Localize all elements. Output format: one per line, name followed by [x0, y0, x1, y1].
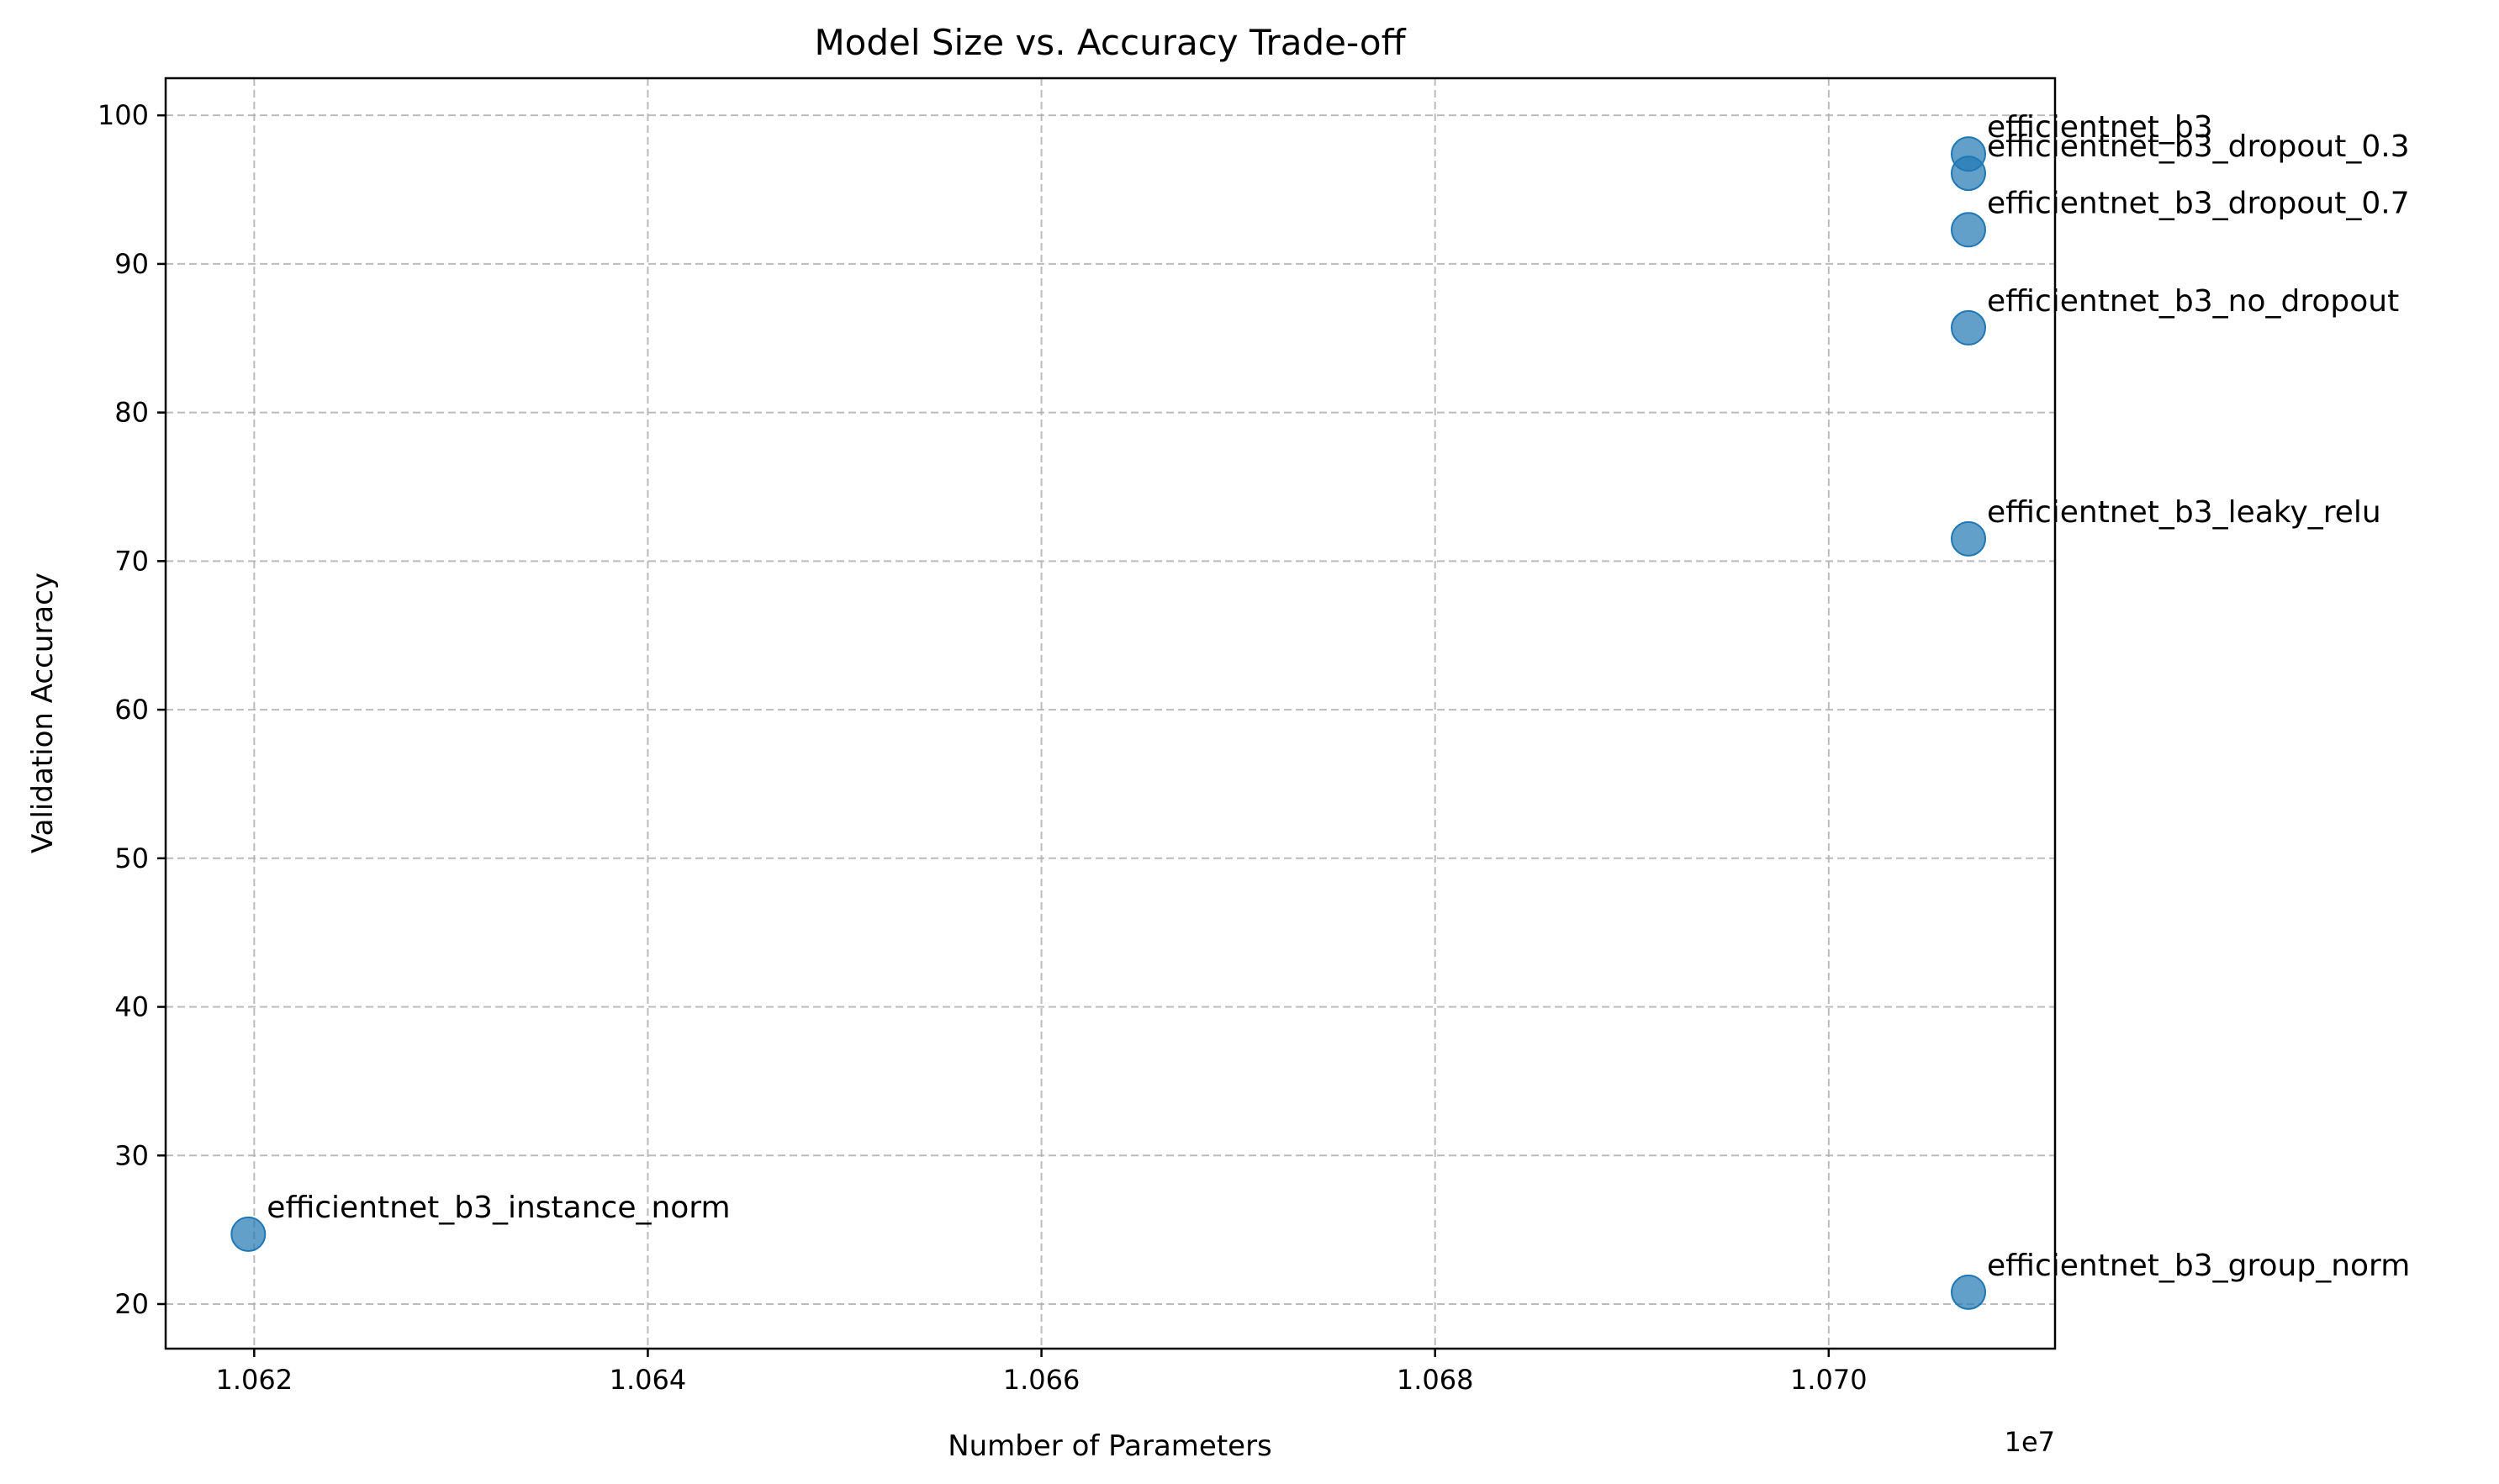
y-tick-label: 40 — [114, 991, 149, 1023]
chart-title: Model Size vs. Accuracy Trade-off — [814, 22, 1406, 63]
y-tick-label: 80 — [114, 397, 149, 429]
y-tick-label: 90 — [114, 248, 149, 280]
data-point — [1951, 156, 1987, 192]
x-tick-label: 1.066 — [1003, 1364, 1080, 1396]
point-label: efficientnet_b3_instance_norm — [267, 1191, 730, 1225]
y-tick-label: 60 — [114, 694, 149, 726]
data-points — [230, 136, 1987, 1310]
data-point — [1951, 309, 1987, 346]
x-tick-label: 1.062 — [216, 1364, 293, 1396]
y-tick-label: 30 — [114, 1139, 149, 1171]
y-tick-label: 20 — [114, 1288, 149, 1320]
data-point — [1951, 212, 1987, 248]
grid-lines — [166, 78, 2055, 1349]
point-label: efficientnet_b3_no_dropout — [1987, 284, 2399, 319]
x-tick-label: 1.068 — [1397, 1364, 1474, 1396]
point-label: efficientnet_b3_group_norm — [1987, 1249, 2410, 1283]
axis-ticks: 1.062 1.064 1.066 1.068 1.070 20 30 40 50 60 70 80 9… — [98, 99, 1868, 1396]
point-label: efficientnet_b3_leaky_relu — [1987, 495, 2381, 530]
x-axis-offset-label: 1e7 — [2005, 1426, 2055, 1458]
y-tick-label: 50 — [114, 842, 149, 874]
point-label: efficientnet_b3_dropout_0.3 — [1987, 129, 2410, 164]
y-tick-label: 70 — [114, 545, 149, 577]
data-point — [230, 1216, 267, 1252]
point-labels: efficientnet_b3efficientnet_b3_dropout_0… — [267, 110, 2410, 1283]
x-tick-label: 1.070 — [1790, 1364, 1868, 1396]
point-label: efficientnet_b3_dropout_0.7 — [1987, 186, 2410, 220]
y-axis-label: Validation Accuracy — [26, 573, 60, 853]
x-tick-label: 1.064 — [610, 1364, 687, 1396]
x-axis-label: Number of Parameters — [948, 1429, 1272, 1463]
data-point — [1951, 1274, 1987, 1310]
point-label: efficientnet_b3 — [1987, 110, 2213, 145]
y-tick-label: 100 — [98, 99, 149, 131]
data-point — [1951, 520, 1987, 557]
plot-frame — [164, 77, 2057, 1350]
